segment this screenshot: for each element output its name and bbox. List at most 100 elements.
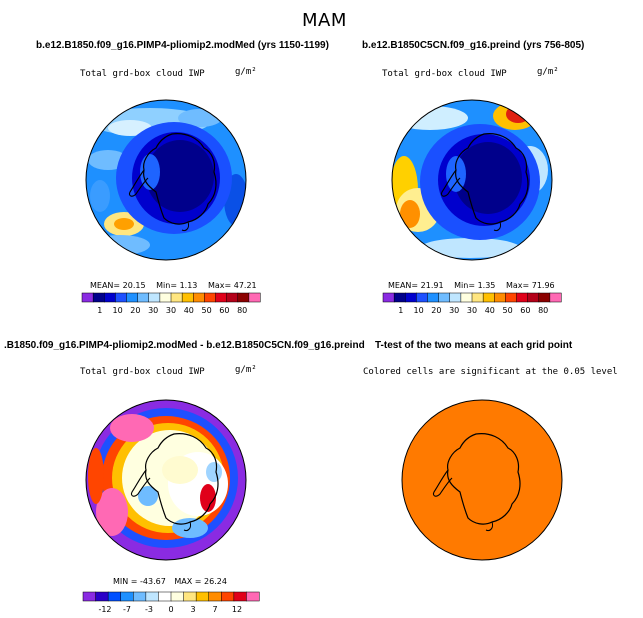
panel2-mean-label: MEAN= xyxy=(388,281,419,290)
panel2-colorbar-label: 10 xyxy=(414,306,424,315)
panel1-colorbar-box xyxy=(126,292,139,303)
panel2-colorbar-box xyxy=(405,292,417,303)
panel1-colorbar-label: 40 xyxy=(184,306,194,315)
panel1-colorbar-label: 50 xyxy=(202,306,212,315)
panel2-colorbar-label: 20 xyxy=(431,306,441,315)
panel1-colorbar-box xyxy=(215,292,228,303)
panel2-colorbar-box xyxy=(538,292,551,303)
panel2-units: g/m² xyxy=(537,67,559,77)
panel1-colorbar-box xyxy=(248,292,261,303)
panel1-colorbar-label: 20 xyxy=(130,306,140,315)
panel2-colorbar-box xyxy=(438,292,451,303)
panel1-colorbar-label: 30 xyxy=(148,306,158,315)
panel1-colorbar-box xyxy=(237,292,250,303)
panel3-colorbar-label: -3 xyxy=(145,605,153,614)
panel3-colorbar-label: 12 xyxy=(232,605,242,614)
panel3-max: 26.24 xyxy=(204,577,227,586)
panel2-colorbar-box xyxy=(505,292,518,303)
panel2-colorbar-box xyxy=(460,292,473,303)
panel3-min-label: MIN = xyxy=(113,577,138,586)
panel3-colorbar-box xyxy=(170,591,185,602)
panel3-colorbar-box xyxy=(133,591,147,602)
panel3-colorbar-box xyxy=(221,591,235,602)
panel4-title: T-test of the two means at each grid poi… xyxy=(375,340,573,351)
panel1-max: 47.21 xyxy=(233,281,257,290)
panel1-colorbar-box xyxy=(170,292,183,303)
panel2-colorbar-box xyxy=(382,292,395,303)
panel2-min: 1.35 xyxy=(477,281,496,290)
panel3-colorbar-box xyxy=(246,591,260,602)
panel4-note: Colored cells are significant at the 0.0… xyxy=(363,367,618,377)
panel2-title: b.e12.B1850C5CN.f09_g16.preind (yrs 756-… xyxy=(362,40,585,51)
panel1-colorbar-label: 10 xyxy=(113,306,123,315)
panel3-colorbar-label: -7 xyxy=(123,605,131,614)
panel2-colorbar-box xyxy=(527,292,540,303)
panel3-colorbar-label: 0 xyxy=(168,605,173,614)
panel1-mean-label: MEAN= xyxy=(90,281,121,290)
panel1-colorbar-box xyxy=(226,292,239,303)
panel1-colorbar-box xyxy=(137,292,150,303)
panel3-title: .B1850.f09_g16.PIMP4-pliomip2.modMed - b… xyxy=(4,340,365,351)
panel1-colorbar-label: 30 xyxy=(166,306,176,315)
panel1-units: g/m² xyxy=(235,67,257,77)
panel1-variable: Total grd-box cloud IWP xyxy=(80,69,205,79)
panel3-colorbar-box xyxy=(145,591,159,602)
panel1-colorbar-box xyxy=(115,292,128,303)
panel3-colorbar-box xyxy=(195,591,210,602)
panel1-colorbar-box xyxy=(193,292,205,303)
panel1-colorbar-box xyxy=(159,292,172,303)
panel1-colorbar-box xyxy=(204,292,217,303)
panel2-colorbar-box xyxy=(471,292,484,303)
panel3-max-label: MAX = xyxy=(174,577,202,586)
panel3-colorbar-box xyxy=(233,591,247,602)
panel2-min-label: Min= xyxy=(454,281,476,290)
panel1-map xyxy=(85,99,247,261)
panel2-map xyxy=(391,99,553,261)
panel1-max-label: Max= xyxy=(207,281,232,290)
panel3-colorbar-label: 3 xyxy=(190,605,195,614)
panel1-stats: MEAN= 20.15 Min= 1.13 Max= 47.21 xyxy=(90,281,257,290)
panel3-colorbar-box xyxy=(208,591,222,602)
panel2-colorbar-box xyxy=(427,292,440,303)
panel2-variable: Total grd-box cloud IWP xyxy=(382,69,507,79)
panel4-map xyxy=(401,399,563,561)
panel2-colorbar-label: 40 xyxy=(485,306,495,315)
panel3-colorbar-label: -12 xyxy=(98,605,111,614)
panel1-colorbar-label: 1 xyxy=(97,306,102,315)
panel1-mean: 20.15 xyxy=(122,281,146,290)
panel1-min: 1.13 xyxy=(179,281,198,290)
panel1-colorbar-box xyxy=(104,292,116,303)
panel1-min-label: Min= xyxy=(156,281,178,290)
panel2-colorbar-label: 80 xyxy=(538,306,548,315)
panel1-colorbar-label: 60 xyxy=(219,306,229,315)
panel3-min: -43.67 xyxy=(140,577,166,586)
panel2-max-label: Max= xyxy=(505,281,530,290)
panel3-colorbar-box xyxy=(158,591,172,602)
panel2-colorbar-box xyxy=(416,292,429,303)
panel2-colorbar-label: 30 xyxy=(449,306,459,315)
panel1-colorbar-box xyxy=(148,292,161,303)
panel3-map xyxy=(85,399,247,561)
panel2-colorbar-box xyxy=(482,292,495,303)
panel2-mean: 21.91 xyxy=(420,281,444,290)
panel2-colorbar-box xyxy=(549,292,562,303)
panel1-colorbar-box xyxy=(92,292,105,303)
panel3-colorbar-box xyxy=(82,591,97,602)
panel3-colorbar-box xyxy=(183,591,197,602)
panel3-variable: Total grd-box cloud IWP xyxy=(80,367,205,377)
figure-title: MAM xyxy=(302,10,347,31)
panel1-title: b.e12.B1850.f09_g16.PIMP4-pliomip2.modMe… xyxy=(36,40,329,51)
panel3-colorbar-label: 7 xyxy=(212,605,217,614)
panel1-colorbar-box xyxy=(181,292,194,303)
panel2-colorbar-label: 50 xyxy=(503,306,513,315)
panel3-units: g/m² xyxy=(235,365,257,375)
panel1-colorbar-box xyxy=(81,292,94,303)
panel3-colorbar-box xyxy=(120,591,134,602)
panel3-colorbar-box xyxy=(95,591,109,602)
panel2-colorbar-box xyxy=(449,292,462,303)
panel3-stats: MIN = -43.67 MAX = 26.24 xyxy=(113,577,227,586)
panel2-colorbar-box xyxy=(516,292,529,303)
panel2-colorbar-label: 30 xyxy=(467,306,477,315)
